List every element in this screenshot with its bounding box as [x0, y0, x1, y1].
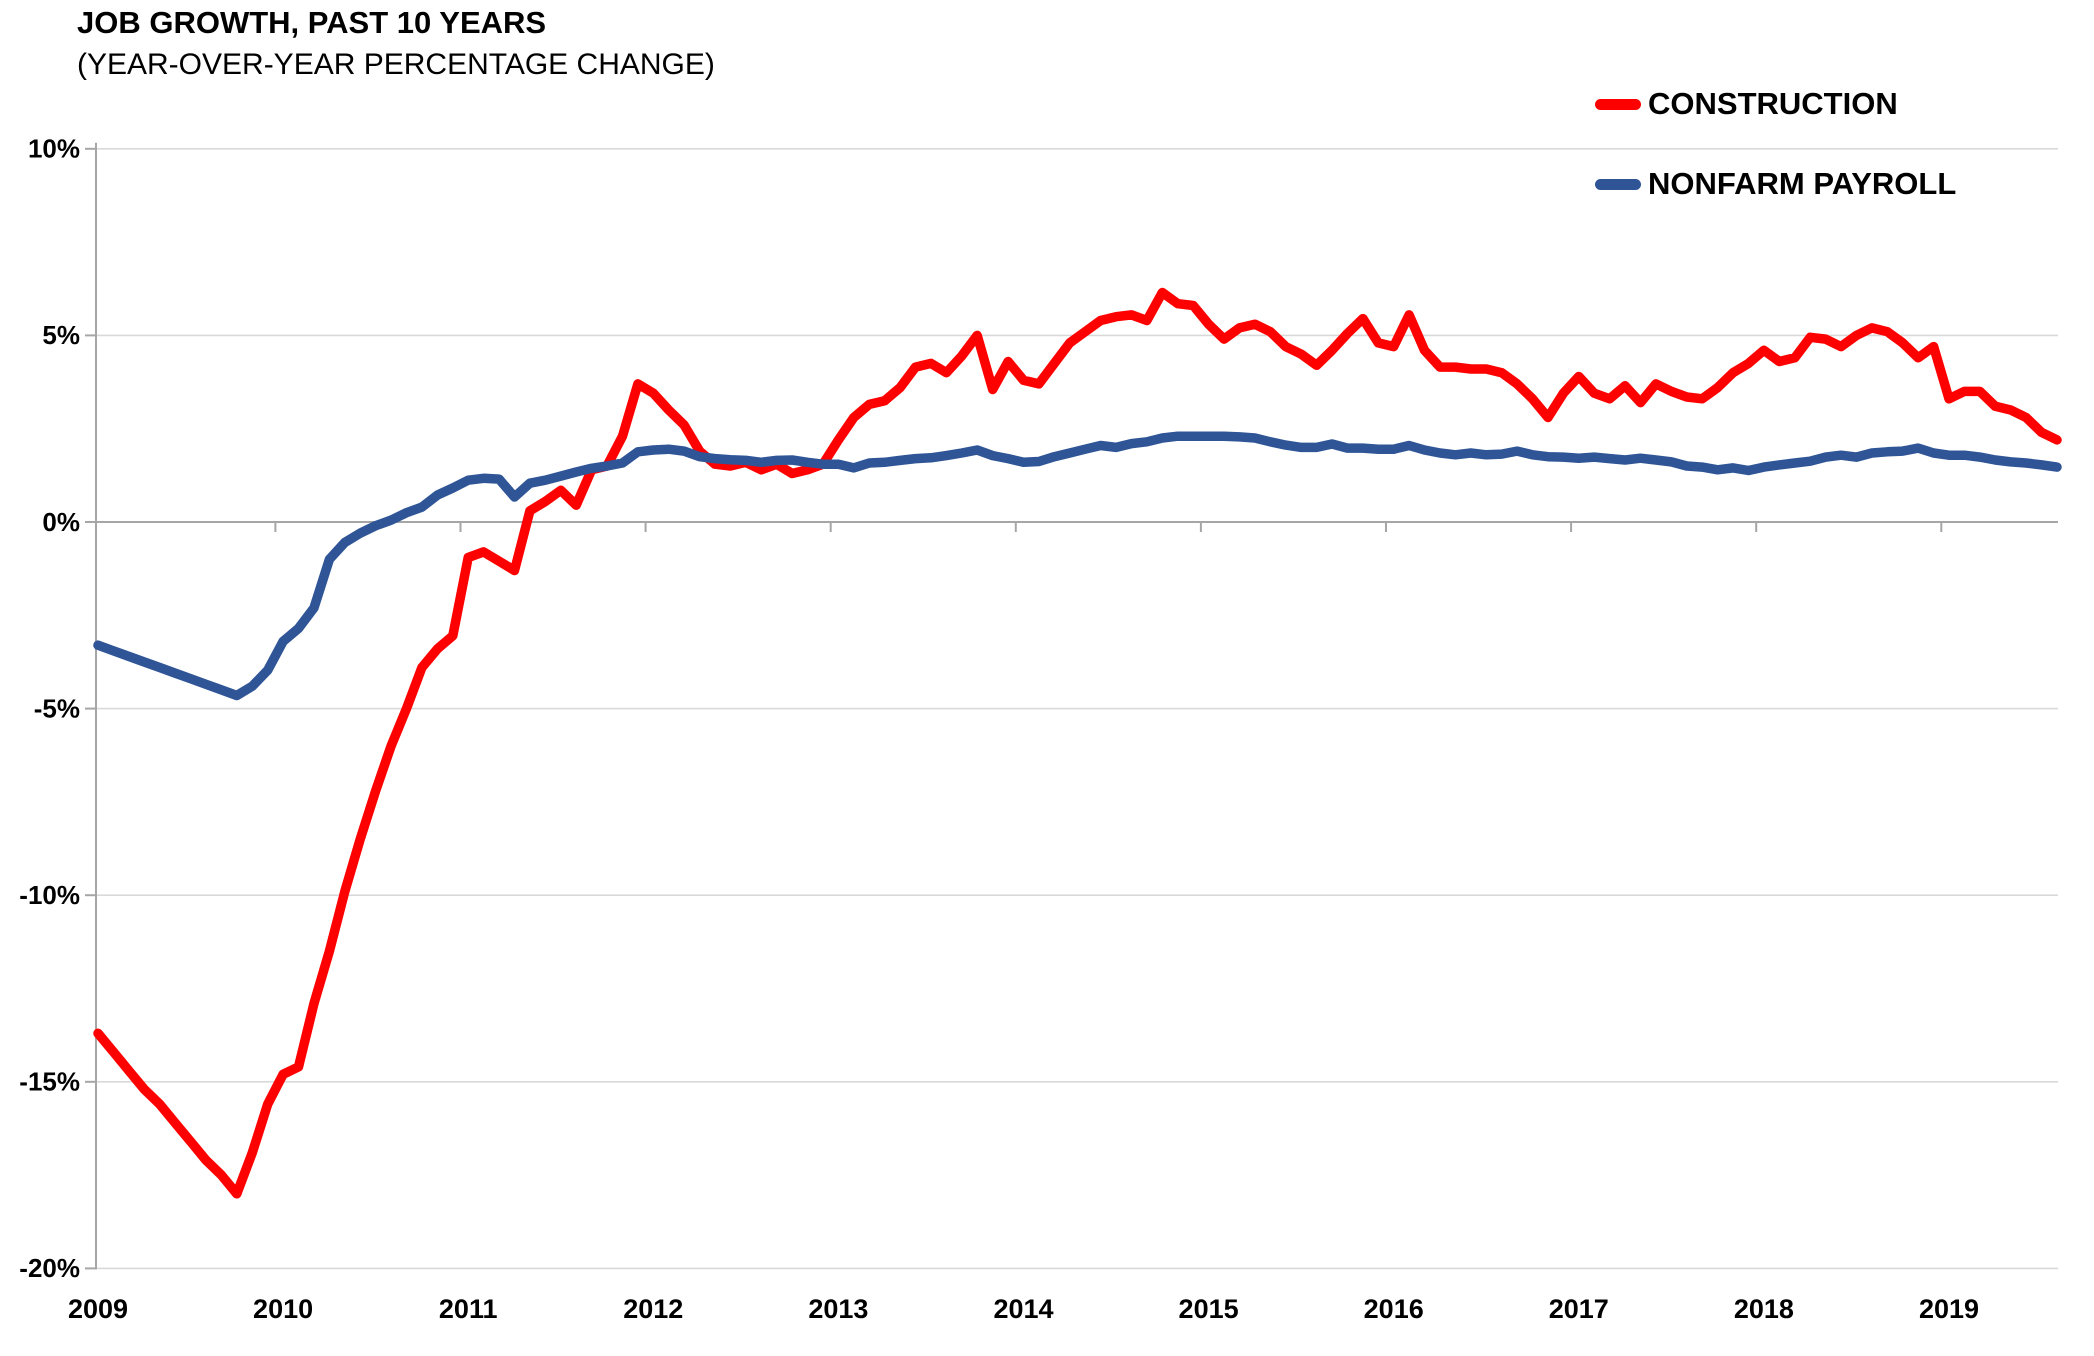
x-tick-label-2012: 2012: [623, 1294, 683, 1324]
series-line-construction: [93, 287, 2062, 1199]
y-tick-label-10%: 10%: [28, 134, 80, 164]
nonfarm-payroll-line-swatch-icon: [1595, 178, 1641, 190]
construction-line-swatch-icon: [1595, 98, 1641, 110]
chart-subtitle: (YEAR-OVER-YEAR PERCENTAGE CHANGE): [77, 48, 715, 81]
x-tick-label-2014: 2014: [993, 1294, 1053, 1324]
x-tick-label-2010: 2010: [253, 1294, 313, 1324]
legend-item-construction: CONSTRUCTION: [1595, 83, 1956, 125]
y-tick-label--15%: -15%: [19, 1067, 80, 1097]
series-line-nonfarm-payroll: [93, 431, 2062, 701]
legend: CONSTRUCTION NONFARM PAYROLL: [1595, 83, 1956, 243]
legend-label-construction: CONSTRUCTION: [1648, 86, 1898, 121]
legend-item-nonfarm-payroll: NONFARM PAYROLL: [1595, 163, 1956, 205]
x-tick-label-2011: 2011: [439, 1294, 498, 1324]
y-tick-label-0%: 0%: [42, 507, 80, 537]
legend-label-nonfarm-payroll: NONFARM PAYROLL: [1648, 166, 1957, 201]
x-tick-label-2013: 2013: [808, 1294, 868, 1324]
x-tick-label-2017: 2017: [1549, 1294, 1609, 1324]
y-tick-label--5%: -5%: [34, 693, 80, 723]
x-tick-label-2018: 2018: [1734, 1294, 1794, 1324]
x-tick-label-2019: 2019: [1919, 1294, 1979, 1324]
y-tick-label-5%: 5%: [42, 320, 80, 350]
x-tick-label-2016: 2016: [1364, 1294, 1424, 1324]
y-tick-label--20%: -20%: [19, 1253, 80, 1283]
y-tick-label--10%: -10%: [19, 880, 80, 910]
x-tick-label-2015: 2015: [1179, 1294, 1239, 1324]
x-tick-label-2009: 2009: [68, 1294, 128, 1324]
chart-title: JOB GROWTH, PAST 10 YEARS: [77, 5, 547, 40]
